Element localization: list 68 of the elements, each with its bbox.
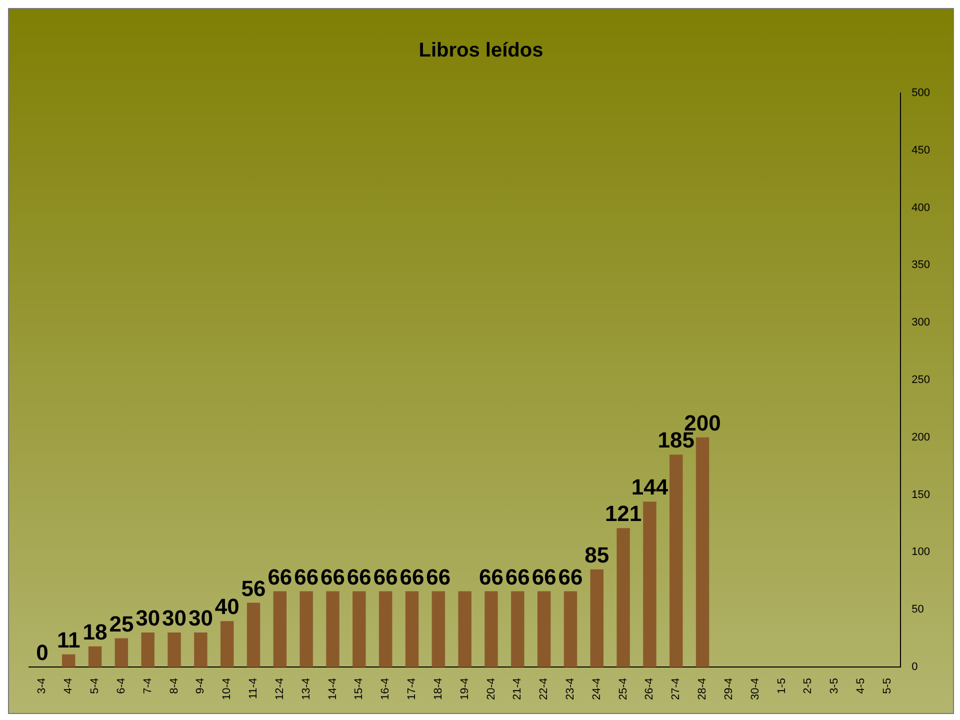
y-tick-label: 300 xyxy=(912,316,930,329)
x-tick-label: 16-4 xyxy=(380,678,392,700)
x-tick-label: 25-4 xyxy=(617,678,630,700)
x-tick-label: 7-4 xyxy=(142,678,154,694)
x-tick-label: 27-4 xyxy=(670,678,682,700)
x-tick-label: 29-4 xyxy=(722,678,735,700)
data-label: 30 xyxy=(162,606,187,631)
data-label: 66 xyxy=(505,564,530,590)
y-tick-label: 200 xyxy=(912,431,930,444)
data-label: 85 xyxy=(584,542,610,568)
data-label: 66 xyxy=(373,564,398,590)
x-tick-label: 15-4 xyxy=(353,678,366,700)
x-tick-label: 11-4 xyxy=(248,678,260,700)
data-label: 0 xyxy=(36,640,48,666)
y-tick-label: 0 xyxy=(912,661,918,674)
x-tick-label: 12-4 xyxy=(274,678,286,700)
x-tick-label: 4-5 xyxy=(855,678,868,694)
x-tick-label: 30-4 xyxy=(749,678,762,700)
x-tick-label: 19-4 xyxy=(458,678,471,700)
y-tick-label: 150 xyxy=(912,488,930,501)
x-tick-label: 23-4 xyxy=(564,678,577,700)
x-tick-label: 14-4 xyxy=(326,678,339,700)
data-label: 56 xyxy=(241,576,266,601)
y-tick-label: 400 xyxy=(912,202,930,214)
data-label: 66 xyxy=(426,564,451,590)
data-label: 30 xyxy=(188,606,213,631)
data-label: 66 xyxy=(478,564,504,590)
x-tick-label: 24-4 xyxy=(590,678,603,700)
data-label: 66 xyxy=(558,564,583,590)
x-tick-label: 4-4 xyxy=(62,678,75,694)
y-tick-label: 100 xyxy=(912,546,930,558)
x-tick-label: 3-4 xyxy=(36,678,48,694)
x-tick-label: 1-5 xyxy=(776,678,788,694)
x-tick-label: 3-5 xyxy=(828,678,841,694)
y-tick-label: 450 xyxy=(912,144,930,156)
x-tick-label: 18-4 xyxy=(432,678,444,700)
chart-title: Libros leídos xyxy=(418,40,544,62)
x-tick-label: 5-4 xyxy=(89,678,102,694)
x-tick-label: 2-5 xyxy=(802,678,814,694)
data-label: 144 xyxy=(631,474,669,500)
x-tick-label: 6-4 xyxy=(115,678,128,694)
data-label: 66 xyxy=(346,564,372,590)
data-label: 18 xyxy=(82,619,108,644)
x-tick-label: 9-4 xyxy=(194,678,207,694)
y-tick-label: 500 xyxy=(912,87,930,100)
x-tick-label: 8-4 xyxy=(168,678,180,694)
x-tick-label: 10-4 xyxy=(221,678,234,700)
x-tick-label: 13-4 xyxy=(300,678,312,700)
data-label: 66 xyxy=(532,564,556,590)
x-tick-label: 26-4 xyxy=(644,678,656,700)
data-label: 66 xyxy=(400,564,424,590)
x-tick-label: 22-4 xyxy=(538,678,550,700)
x-tick-label: 5-5 xyxy=(881,678,894,694)
x-tick-label: 20-4 xyxy=(485,678,498,700)
data-label: 121 xyxy=(604,501,642,526)
x-tick-label: 21-4 xyxy=(512,678,524,700)
y-tick-label: 350 xyxy=(912,259,930,272)
data-label: 30 xyxy=(136,606,160,631)
data-label: 25 xyxy=(109,611,134,636)
data-label: 11 xyxy=(56,627,80,652)
data-label: 66 xyxy=(320,564,345,590)
data-label: 66 xyxy=(268,564,292,590)
x-tick-label: 17-4 xyxy=(406,678,418,700)
x-tick-label: 28-4 xyxy=(696,678,709,700)
data-label: 40 xyxy=(214,594,240,620)
y-tick-label: 50 xyxy=(912,604,924,616)
data-label: 66 xyxy=(294,564,319,590)
y-tick-label: 250 xyxy=(912,374,930,386)
